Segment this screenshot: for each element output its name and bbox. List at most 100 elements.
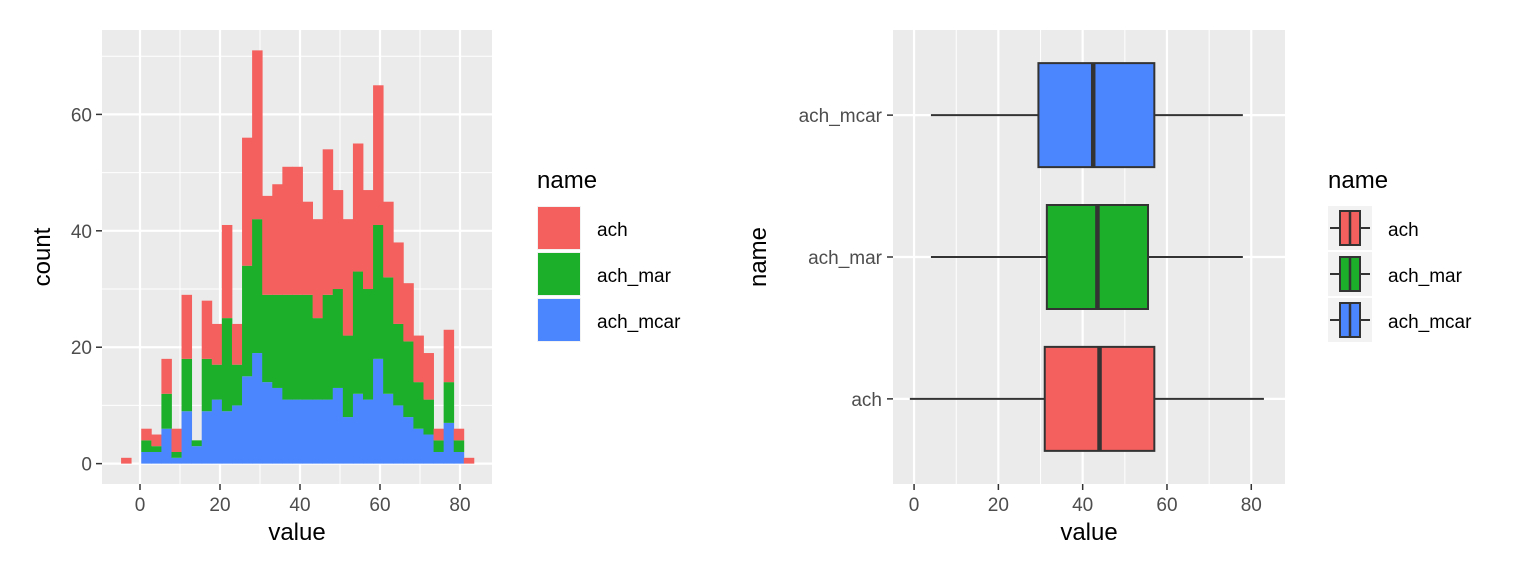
histogram-bar-ach_mar: [221, 318, 233, 412]
histogram-bar-ach_mar: [403, 341, 414, 418]
histogram-bar-ach_mcar: [161, 428, 172, 464]
histogram-bar-ach_mar: [322, 294, 334, 400]
boxplot-x-tick-label: 60: [1156, 495, 1177, 516]
histogram-bar-ach_mar: [262, 294, 273, 383]
histogram-bar-ach_mcar: [322, 399, 334, 464]
histogram-x-axis-title: value: [268, 519, 325, 546]
histogram-bar-ach_mcar: [342, 417, 354, 464]
boxplot-y-ticks: ach ach_mar ach_mcar: [799, 106, 893, 411]
histogram-bar-ach: [403, 283, 414, 342]
histogram-bar-ach: [373, 85, 384, 225]
histogram-y-tick-label: 60: [71, 105, 92, 126]
histogram-bar-ach: [252, 50, 263, 220]
histogram-bar-ach_mcar: [221, 411, 233, 464]
histogram-x-ticks: 0 20 40 60 80: [135, 484, 471, 516]
histogram-legend-label-ach: ach: [597, 220, 628, 241]
histogram-bar-ach_mcar: [423, 434, 434, 464]
histogram-bar-ach: [453, 428, 465, 441]
histogram-x-tick-label: 20: [209, 495, 230, 516]
boxplot-x-tick-label: 40: [1072, 495, 1093, 516]
histogram-bar-ach: [272, 184, 283, 295]
boxplot-legend-label-ach: ach: [1388, 220, 1419, 241]
histogram-bar-ach_mcar: [363, 399, 374, 464]
histogram-bar-ach_mcar: [393, 405, 404, 464]
boxplot-box-ach: [909, 345, 1264, 452]
histogram-bar-ach_mar: [292, 294, 303, 400]
histogram-bar-ach_mcar: [201, 411, 213, 464]
histogram-bar-ach: [181, 294, 193, 359]
histogram-bar-ach: [242, 137, 253, 266]
histogram-bar-ach_mar: [302, 294, 313, 400]
histogram-x-tick-label: 60: [369, 495, 390, 516]
boxplot-x-tick-label: 0: [909, 495, 920, 516]
boxplot-iqr-box: [1037, 62, 1156, 169]
histogram-bar-ach_mcar: [292, 399, 303, 464]
histogram-bar-ach_mar: [342, 335, 354, 418]
histogram-bar-ach_mar: [443, 382, 455, 423]
histogram-bar-ach_mcar: [302, 399, 313, 464]
histogram-legend-swatch-ach_mar: [538, 253, 580, 295]
histogram-bar-ach: [342, 219, 354, 336]
histogram-bar-ach: [171, 428, 182, 452]
boxplot-legend-keys: ach ach_mar ach_mcar: [1328, 206, 1472, 342]
boxplot-x-axis-title: value: [1060, 519, 1117, 546]
boxplot-legend-title: name: [1328, 167, 1388, 194]
boxplot-y-tick-label: ach_mcar: [799, 106, 883, 127]
histogram-bar-ach: [352, 143, 364, 272]
histogram-bar-ach_mcar: [453, 451, 465, 464]
histogram-bar-ach_mar: [332, 289, 344, 388]
histogram-y-tick-label: 20: [71, 338, 92, 359]
boxplot-y-tick-label: ach: [851, 390, 882, 411]
boxplot-y-axis-title: name: [745, 227, 772, 287]
histogram-legend-swatch-ach: [538, 207, 580, 249]
histogram-bar-ach_mar: [211, 364, 223, 400]
histogram-bar-ach: [282, 166, 293, 295]
histogram-legend-label-ach_mcar: ach_mcar: [597, 312, 681, 333]
histogram-y-tick-label: 0: [81, 455, 92, 476]
histogram-bar-ach_mcar: [272, 387, 283, 464]
histogram-bar-ach_mcar: [403, 417, 414, 464]
boxplot-box-ach_mar: [930, 204, 1243, 310]
histogram-bar-ach_mar: [151, 446, 162, 452]
histogram-bar-ach: [463, 457, 475, 464]
boxplot-legend-label-ach_mcar: ach_mcar: [1388, 312, 1472, 333]
histogram-bar-ach: [393, 242, 404, 324]
histogram-bar-ach_mar: [272, 294, 283, 388]
histogram-bar-ach_mcar: [171, 457, 182, 464]
histogram-bar-ach: [332, 190, 344, 290]
histogram-legend: name ach ach_mar ach_mcar: [537, 167, 681, 342]
histogram-bar-ach_mcar: [211, 399, 223, 464]
histogram-bar-ach_mcar: [373, 358, 384, 464]
boxplot-legend: name ach ach_mar ach_mcar: [1328, 167, 1472, 342]
histogram-bar-ach_mar: [413, 382, 424, 429]
histogram-bar-ach_mcar: [413, 428, 424, 464]
histogram-bar-ach_mar: [141, 440, 152, 452]
histogram-bar-ach: [121, 457, 132, 464]
histogram-bar-ach: [161, 358, 172, 394]
histogram-bar-ach_mar: [181, 358, 193, 412]
histogram-bar-ach_mcar: [332, 387, 344, 464]
boxplot-boxes: [909, 62, 1264, 452]
histogram-bar-ach: [292, 166, 303, 295]
histogram-y-ticks: 0 20 40 60: [71, 105, 102, 476]
boxplot-x-tick-label: 80: [1241, 495, 1262, 516]
histogram-bar-ach: [201, 300, 213, 359]
histogram-legend-keys: ach ach_mar ach_mcar: [537, 206, 681, 342]
histogram-bar-ach: [302, 201, 313, 295]
histogram-bars: [121, 50, 475, 464]
histogram-bar-ach_mar: [252, 219, 263, 354]
histogram-bar-ach_mar: [453, 440, 465, 452]
histogram-bar-ach_mar: [282, 294, 293, 400]
histogram-legend-swatch-ach_mcar: [538, 299, 580, 341]
histogram-bar-ach_mar: [423, 399, 434, 435]
histogram-bar-ach: [413, 335, 424, 383]
histogram-y-tick-label: 40: [71, 222, 92, 243]
histogram-x-tick-label: 80: [449, 495, 470, 516]
histogram-bar-ach: [221, 224, 233, 319]
boxplot-box-ach_mcar: [930, 62, 1243, 169]
histogram-bar-ach: [141, 428, 152, 441]
histogram-bar-ach: [322, 149, 334, 295]
boxplot-x-tick-label: 20: [988, 495, 1009, 516]
